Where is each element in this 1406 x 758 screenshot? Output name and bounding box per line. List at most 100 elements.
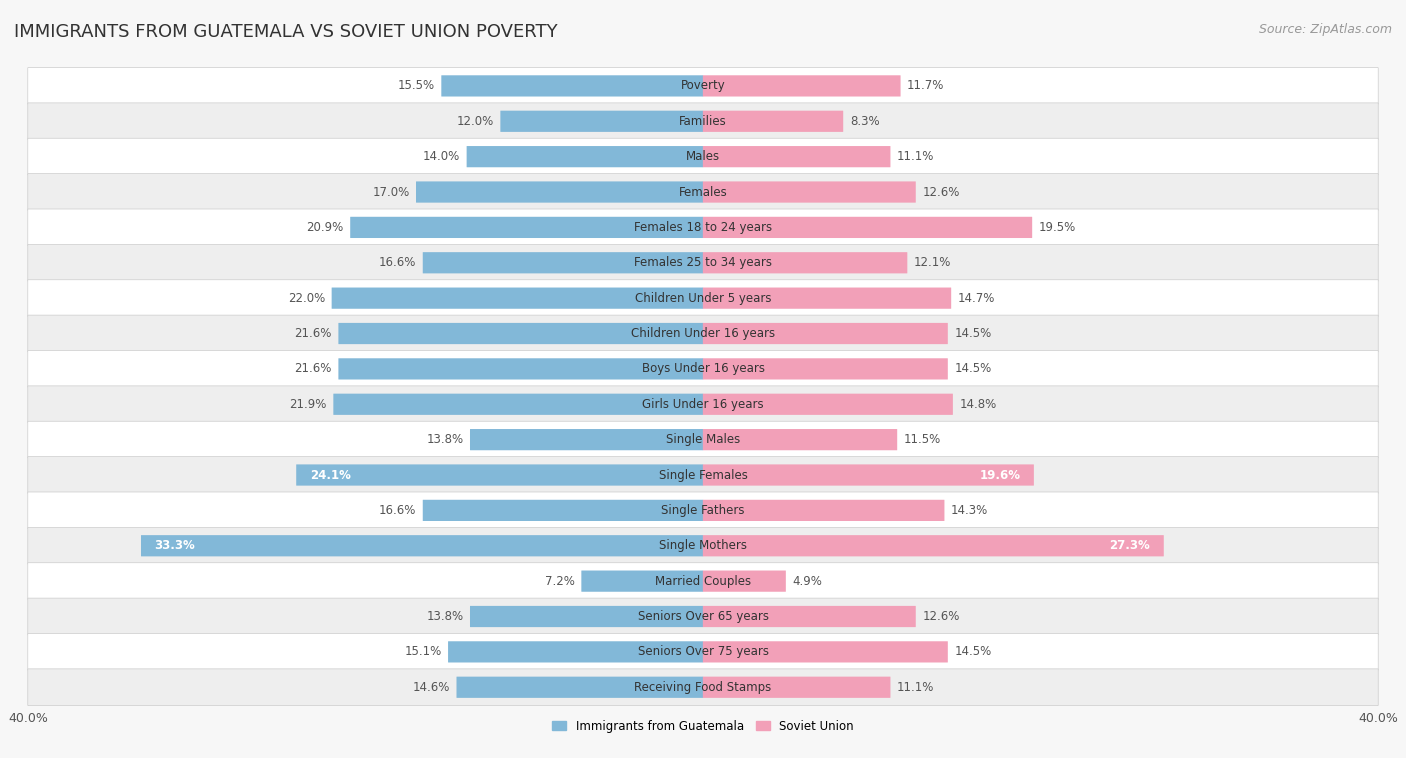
Text: Single Fathers: Single Fathers [661,504,745,517]
Text: 21.6%: 21.6% [294,362,332,375]
FancyBboxPatch shape [703,641,948,662]
Text: Seniors Over 75 years: Seniors Over 75 years [637,645,769,659]
FancyBboxPatch shape [28,634,1378,670]
FancyBboxPatch shape [703,535,1164,556]
FancyBboxPatch shape [416,181,703,202]
FancyBboxPatch shape [467,146,703,168]
FancyBboxPatch shape [28,669,1378,706]
Text: 7.2%: 7.2% [546,575,575,587]
FancyBboxPatch shape [28,350,1378,387]
FancyBboxPatch shape [28,386,1378,423]
Text: 12.1%: 12.1% [914,256,952,269]
FancyBboxPatch shape [703,606,915,627]
Text: 11.1%: 11.1% [897,681,935,694]
Text: 21.6%: 21.6% [294,327,332,340]
FancyBboxPatch shape [703,75,901,96]
Text: Seniors Over 65 years: Seniors Over 65 years [637,610,769,623]
Text: 14.5%: 14.5% [955,327,991,340]
FancyBboxPatch shape [141,535,703,556]
FancyBboxPatch shape [449,641,703,662]
Text: 14.5%: 14.5% [955,362,991,375]
FancyBboxPatch shape [350,217,703,238]
FancyBboxPatch shape [28,598,1378,635]
FancyBboxPatch shape [339,323,703,344]
FancyBboxPatch shape [581,571,703,592]
Text: 19.6%: 19.6% [979,468,1021,481]
Text: Girls Under 16 years: Girls Under 16 years [643,398,763,411]
FancyBboxPatch shape [28,528,1378,564]
Text: Single Males: Single Males [666,433,740,446]
FancyBboxPatch shape [703,677,890,698]
Text: 16.6%: 16.6% [378,504,416,517]
Text: 4.9%: 4.9% [793,575,823,587]
Text: Males: Males [686,150,720,163]
FancyBboxPatch shape [423,500,703,521]
FancyBboxPatch shape [28,103,1378,139]
FancyBboxPatch shape [703,252,907,274]
FancyBboxPatch shape [703,429,897,450]
FancyBboxPatch shape [703,359,948,380]
FancyBboxPatch shape [28,209,1378,246]
Text: 11.5%: 11.5% [904,433,941,446]
Text: 8.3%: 8.3% [849,114,879,128]
Text: IMMIGRANTS FROM GUATEMALA VS SOVIET UNION POVERTY: IMMIGRANTS FROM GUATEMALA VS SOVIET UNIO… [14,23,558,41]
FancyBboxPatch shape [332,287,703,309]
Text: 24.1%: 24.1% [309,468,350,481]
Text: 14.6%: 14.6% [412,681,450,694]
FancyBboxPatch shape [703,571,786,592]
Text: 22.0%: 22.0% [288,292,325,305]
FancyBboxPatch shape [703,111,844,132]
Text: 11.1%: 11.1% [897,150,935,163]
Text: 16.6%: 16.6% [378,256,416,269]
FancyBboxPatch shape [28,244,1378,281]
FancyBboxPatch shape [703,323,948,344]
Text: 14.5%: 14.5% [955,645,991,659]
FancyBboxPatch shape [28,67,1378,105]
Text: Source: ZipAtlas.com: Source: ZipAtlas.com [1258,23,1392,36]
Text: 27.3%: 27.3% [1109,539,1150,553]
Text: 33.3%: 33.3% [155,539,195,553]
Text: 15.1%: 15.1% [405,645,441,659]
FancyBboxPatch shape [470,429,703,450]
FancyBboxPatch shape [441,75,703,96]
Text: Children Under 16 years: Children Under 16 years [631,327,775,340]
FancyBboxPatch shape [333,393,703,415]
FancyBboxPatch shape [703,287,952,309]
FancyBboxPatch shape [470,606,703,627]
FancyBboxPatch shape [703,393,953,415]
Text: Single Mothers: Single Mothers [659,539,747,553]
Text: 21.9%: 21.9% [290,398,326,411]
Text: 13.8%: 13.8% [426,610,464,623]
Legend: Immigrants from Guatemala, Soviet Union: Immigrants from Guatemala, Soviet Union [547,715,859,738]
Text: 19.5%: 19.5% [1039,221,1076,234]
FancyBboxPatch shape [501,111,703,132]
Text: Families: Families [679,114,727,128]
FancyBboxPatch shape [703,465,1033,486]
Text: 12.6%: 12.6% [922,186,960,199]
Text: 12.0%: 12.0% [457,114,494,128]
Text: Females: Females [679,186,727,199]
Text: 11.7%: 11.7% [907,80,945,92]
Text: 14.0%: 14.0% [423,150,460,163]
Text: 17.0%: 17.0% [373,186,409,199]
FancyBboxPatch shape [703,500,945,521]
FancyBboxPatch shape [28,421,1378,458]
Text: Single Females: Single Females [658,468,748,481]
FancyBboxPatch shape [28,315,1378,352]
Text: 20.9%: 20.9% [307,221,343,234]
Text: Children Under 5 years: Children Under 5 years [634,292,772,305]
Text: Poverty: Poverty [681,80,725,92]
FancyBboxPatch shape [703,181,915,202]
FancyBboxPatch shape [28,456,1378,493]
FancyBboxPatch shape [297,465,703,486]
Text: Boys Under 16 years: Boys Under 16 years [641,362,765,375]
Text: 14.7%: 14.7% [957,292,995,305]
Text: Receiving Food Stamps: Receiving Food Stamps [634,681,772,694]
FancyBboxPatch shape [28,492,1378,529]
FancyBboxPatch shape [28,174,1378,211]
Text: 15.5%: 15.5% [398,80,434,92]
FancyBboxPatch shape [423,252,703,274]
FancyBboxPatch shape [28,138,1378,175]
Text: 14.8%: 14.8% [959,398,997,411]
Text: 14.3%: 14.3% [950,504,988,517]
